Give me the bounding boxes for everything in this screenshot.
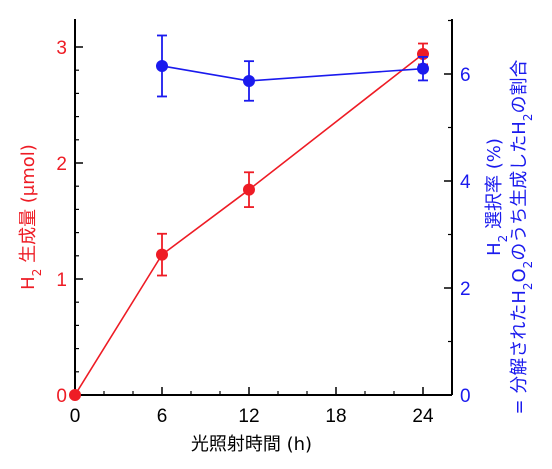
left-tick-label: 3 (56, 38, 67, 59)
x-tick-label: 6 (157, 406, 168, 427)
data-series (69, 34, 429, 401)
subscript: 2 (496, 235, 510, 243)
left-data-point (243, 183, 255, 196)
right-tick-label: 4 (460, 172, 471, 193)
left-axis-title-line: H2 生成量 (μmol) (18, 144, 44, 290)
label-part: H (18, 276, 39, 290)
label-part: 生成量 (μmol) (18, 144, 39, 269)
label-part: のうち生成したH (509, 121, 530, 261)
subscript: 2 (521, 114, 535, 122)
right-data-point (243, 74, 255, 87)
right-tick-label: 6 (460, 65, 471, 86)
x-tick-label: 12 (238, 406, 259, 427)
subscript: 2 (521, 261, 535, 269)
x-tick-label: 0 (70, 406, 81, 427)
right-data-point (417, 62, 429, 75)
left-axis-title: H2 生成量 (μmol) (18, 144, 44, 290)
left-series-line (74, 53, 424, 396)
right-axis-title: H2 選択率 (%)= 分解されたH2O2のうち生成したH2の割合 (484, 60, 535, 415)
right-axis-title-line: = 分解されたH2O2のうち生成したH2の割合 (509, 60, 535, 415)
label-part: の割合 (509, 60, 530, 114)
right-data-point (156, 59, 168, 72)
left-tick-label: 0 (56, 386, 67, 407)
label-part: 選択率 (%) (484, 138, 505, 235)
left-data-point (156, 248, 168, 261)
right-axis-title-line: H2 選択率 (%) (484, 138, 510, 256)
left-data-point (69, 389, 81, 401)
label-part: H (484, 242, 505, 256)
right-series-line (161, 65, 424, 82)
x-axis-title: 光照射時間 (h) (191, 434, 312, 455)
label-part: O (509, 268, 530, 282)
x-tick-label: 24 (412, 406, 434, 427)
subscript: 2 (30, 269, 44, 277)
right-tick-label: 2 (460, 279, 471, 300)
left-tick-label: 2 (56, 154, 67, 175)
label-part: = 分解されたH (509, 290, 530, 414)
axis-labels: 光照射時間 (h)H2 生成量 (μmol) H2 選択率 (%)= 分解されたH… (18, 60, 535, 455)
x-tick-label: 18 (325, 406, 346, 427)
right-tick-label: 0 (460, 386, 471, 407)
left-tick-label: 1 (56, 270, 67, 291)
subscript: 2 (521, 283, 535, 291)
